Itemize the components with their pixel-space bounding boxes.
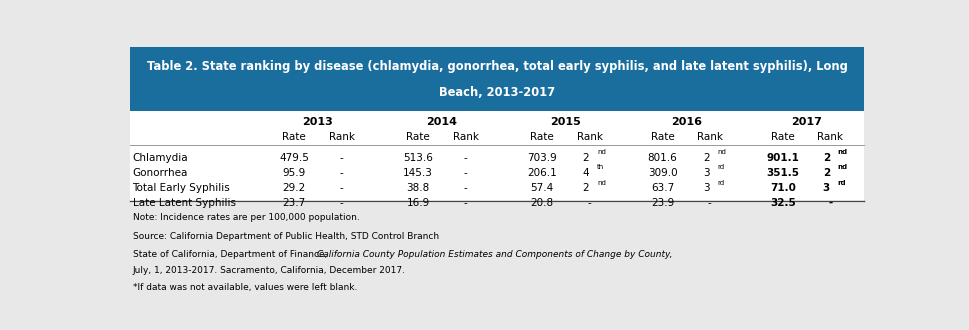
Text: 32.5: 32.5 (769, 198, 795, 208)
Text: rd: rd (717, 164, 724, 170)
FancyBboxPatch shape (130, 47, 863, 111)
Text: Rate: Rate (770, 132, 794, 143)
Text: rd: rd (837, 180, 845, 186)
Text: 2: 2 (822, 168, 829, 178)
Text: -: - (339, 168, 343, 178)
Text: 95.9: 95.9 (282, 168, 305, 178)
Text: -: - (587, 198, 591, 208)
Text: 703.9: 703.9 (527, 153, 556, 163)
Text: 23.9: 23.9 (650, 198, 673, 208)
Text: 513.6: 513.6 (403, 153, 433, 163)
Text: 20.8: 20.8 (530, 198, 553, 208)
Text: nd: nd (597, 149, 606, 155)
Text: 2014: 2014 (426, 117, 457, 127)
Text: 16.9: 16.9 (406, 198, 429, 208)
Text: 145.3: 145.3 (403, 168, 433, 178)
Text: -: - (463, 153, 467, 163)
Text: Rate: Rate (530, 132, 553, 143)
Text: -: - (707, 198, 711, 208)
Text: nd: nd (837, 164, 847, 170)
Text: Chlamydia: Chlamydia (133, 153, 188, 163)
Text: rd: rd (717, 180, 724, 186)
Text: 479.5: 479.5 (279, 153, 309, 163)
Text: Rate: Rate (650, 132, 673, 143)
Text: 71.0: 71.0 (769, 183, 795, 193)
Text: -: - (463, 198, 467, 208)
Text: 2: 2 (582, 183, 588, 193)
Text: Table 2. State ranking by disease (chlamydia, gonorrhea, total early syphilis, a: Table 2. State ranking by disease (chlam… (146, 60, 847, 73)
Text: nd: nd (597, 180, 606, 186)
Text: -: - (463, 168, 467, 178)
Text: *If data was not available, values were left blank.: *If data was not available, values were … (133, 283, 357, 292)
Text: Total Early Syphilis: Total Early Syphilis (133, 183, 230, 193)
Text: nd: nd (837, 149, 847, 155)
Text: Rank: Rank (328, 132, 354, 143)
Text: 901.1: 901.1 (766, 153, 798, 163)
Text: 23.7: 23.7 (282, 198, 305, 208)
Text: 4: 4 (582, 168, 588, 178)
Text: 29.2: 29.2 (282, 183, 305, 193)
Text: Rank: Rank (453, 132, 478, 143)
Text: -: - (339, 183, 343, 193)
Text: Rate: Rate (282, 132, 305, 143)
Text: California County Population Estimates and Components of Change by County,: California County Population Estimates a… (316, 250, 672, 259)
Text: Late Latent Syphilis: Late Latent Syphilis (133, 198, 235, 208)
Text: 351.5: 351.5 (766, 168, 798, 178)
Text: July, 1, 2013-2017. Sacramento, California, December 2017.: July, 1, 2013-2017. Sacramento, Californ… (133, 266, 405, 275)
Text: 2: 2 (582, 153, 588, 163)
Text: Rate: Rate (406, 132, 429, 143)
Text: Gonorrhea: Gonorrhea (133, 168, 188, 178)
Text: Note: Incidence rates are per 100,000 population.: Note: Incidence rates are per 100,000 po… (133, 213, 359, 222)
Text: 2015: 2015 (550, 117, 580, 127)
Text: 3: 3 (703, 183, 708, 193)
FancyBboxPatch shape (130, 111, 863, 204)
Text: 2017: 2017 (790, 117, 821, 127)
Text: Rank: Rank (576, 132, 602, 143)
Text: 38.8: 38.8 (406, 183, 429, 193)
Text: th: th (597, 164, 604, 170)
Text: Rank: Rank (696, 132, 722, 143)
Text: -: - (828, 198, 831, 208)
Text: 2: 2 (703, 153, 708, 163)
Text: Rank: Rank (816, 132, 842, 143)
Text: 801.6: 801.6 (647, 153, 676, 163)
Text: -: - (463, 183, 467, 193)
Text: nd: nd (717, 149, 726, 155)
Text: State of California, Department of Finance,: State of California, Department of Finan… (133, 250, 329, 259)
Text: Beach, 2013-2017: Beach, 2013-2017 (439, 86, 554, 99)
Text: 2016: 2016 (670, 117, 701, 127)
Text: 3: 3 (822, 183, 829, 193)
Text: 206.1: 206.1 (527, 168, 556, 178)
Text: -: - (339, 153, 343, 163)
Text: 57.4: 57.4 (530, 183, 553, 193)
Text: 2013: 2013 (302, 117, 333, 127)
Text: 3: 3 (703, 168, 708, 178)
Text: -: - (339, 198, 343, 208)
Text: 309.0: 309.0 (647, 168, 676, 178)
Text: Source: California Department of Public Health, STD Control Branch: Source: California Department of Public … (133, 232, 438, 241)
Text: 2: 2 (822, 153, 829, 163)
Text: 63.7: 63.7 (650, 183, 673, 193)
